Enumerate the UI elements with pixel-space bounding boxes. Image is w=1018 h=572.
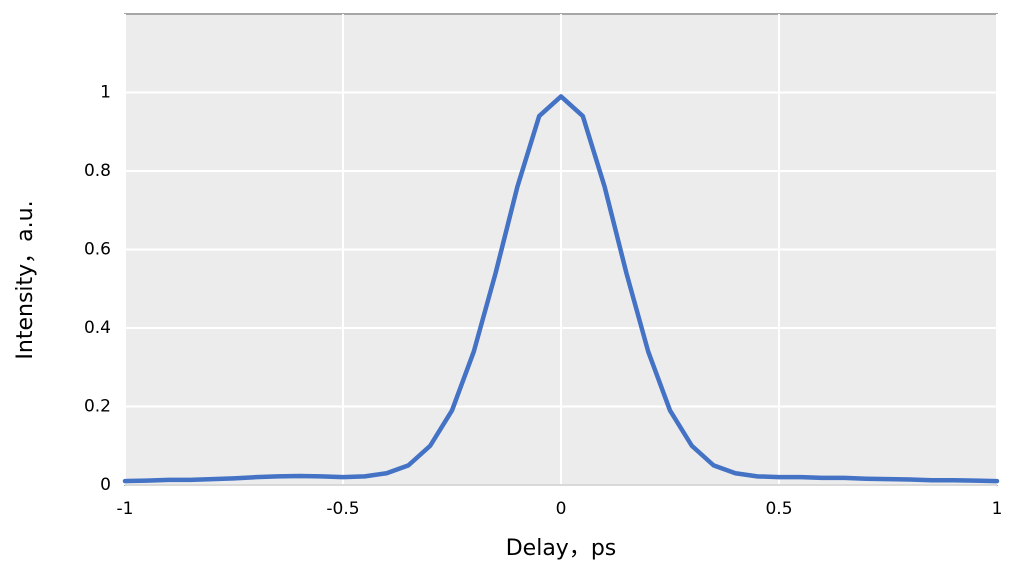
x-axis-title: Delay，ps (506, 536, 617, 561)
y-tick-label: 0.4 (84, 318, 111, 338)
y-tick-label: 0.8 (84, 161, 111, 181)
lines (122, 94, 1000, 484)
x-tick-label: 0 (556, 499, 567, 519)
grid (124, 14, 998, 486)
x-tick-label: 1 (992, 499, 1003, 519)
y-tick-label: 1 (100, 83, 111, 103)
data-line (122, 94, 1000, 484)
y-axis-title: Intensity，a.u. (13, 200, 38, 359)
x-tick-label: -0.5 (326, 499, 359, 519)
y-tick-label: 0 (100, 475, 111, 495)
y-tick-label: 0.2 (84, 397, 111, 417)
x-tick-label: -1 (117, 499, 134, 519)
labels: 0 0.2 0.4 0.6 0.8 1 -1 -0.5 0 0.5 1 (84, 83, 1002, 520)
y-tick-label: 0.6 (84, 240, 111, 260)
x-tick-label: 0.5 (765, 499, 792, 519)
